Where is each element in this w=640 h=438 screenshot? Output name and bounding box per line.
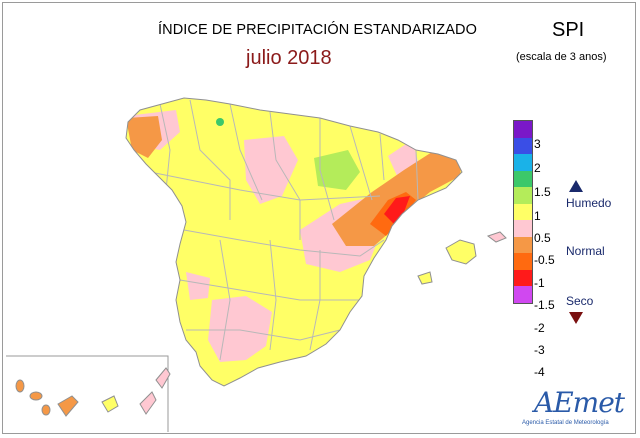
triangle-up-icon <box>569 180 583 192</box>
legend-box-normal <box>514 203 532 220</box>
slightly-dry-zone-west <box>186 272 210 300</box>
legend-category-normal: Normal <box>566 244 605 258</box>
slightly-wet-zone <box>314 150 360 190</box>
legend-category-wet: Humedo <box>566 196 612 210</box>
slightly-dry-zone-south <box>208 296 272 362</box>
legend-color-scale <box>513 120 533 304</box>
legend-tick: 1.5 <box>534 185 551 199</box>
canary-inset-frame <box>6 355 169 432</box>
scale-note: (escala de 3 anos) <box>516 51 607 63</box>
legend-box-exceptionally-dry <box>514 286 532 303</box>
ibiza <box>417 271 433 285</box>
menorca <box>486 231 507 243</box>
legend-tick: 0.5 <box>534 231 551 245</box>
legend-box-moderately-wet <box>514 170 532 187</box>
legend-box-extremely-wet <box>514 121 532 138</box>
dry-zone-galicia <box>126 116 162 158</box>
map-title: ÍNDICE DE PRECIPITACIÓN ESTANDARIZADO <box>158 22 477 38</box>
legend-box-very-wet <box>514 137 532 154</box>
legend-box-slightly-wet <box>514 187 532 204</box>
legend-box-dry <box>514 236 532 253</box>
normal-region <box>126 98 462 386</box>
aemet-logo-tagline: Agencia Estatal de Meteorología <box>522 420 609 426</box>
extremely-dry-zone <box>384 196 410 224</box>
mallorca <box>445 239 477 265</box>
legend-box-extremely-dry <box>514 269 532 286</box>
aemet-logo: AEmet <box>534 386 625 419</box>
legend-tick: 1 <box>534 209 541 223</box>
canary-islands <box>15 367 171 417</box>
legend-tick: -3 <box>534 343 545 357</box>
map-frame <box>2 2 636 434</box>
legend-tick: 3 <box>534 137 541 151</box>
legend-tick: 2 <box>534 161 541 175</box>
slightly-dry-zone-north <box>244 136 298 204</box>
legend-tick: -2 <box>534 321 545 335</box>
legend-tick: -1 <box>534 276 545 290</box>
province-borders <box>139 99 419 361</box>
triangle-down-icon <box>569 312 583 324</box>
wet-spot <box>216 118 224 126</box>
peninsula-outline <box>125 97 463 387</box>
legend-tick: -4 <box>534 365 545 379</box>
legend-tick: -0.5 <box>534 253 555 267</box>
map-date: julio 2018 <box>246 47 332 69</box>
legend-tick: -1.5 <box>534 298 555 312</box>
index-name: SPI <box>552 19 585 41</box>
legend-category-dry: Seco <box>566 294 594 308</box>
legend-box-wet <box>514 154 532 171</box>
legend-box-slightly-dry <box>514 220 532 237</box>
legend-box-very-dry <box>514 253 532 270</box>
